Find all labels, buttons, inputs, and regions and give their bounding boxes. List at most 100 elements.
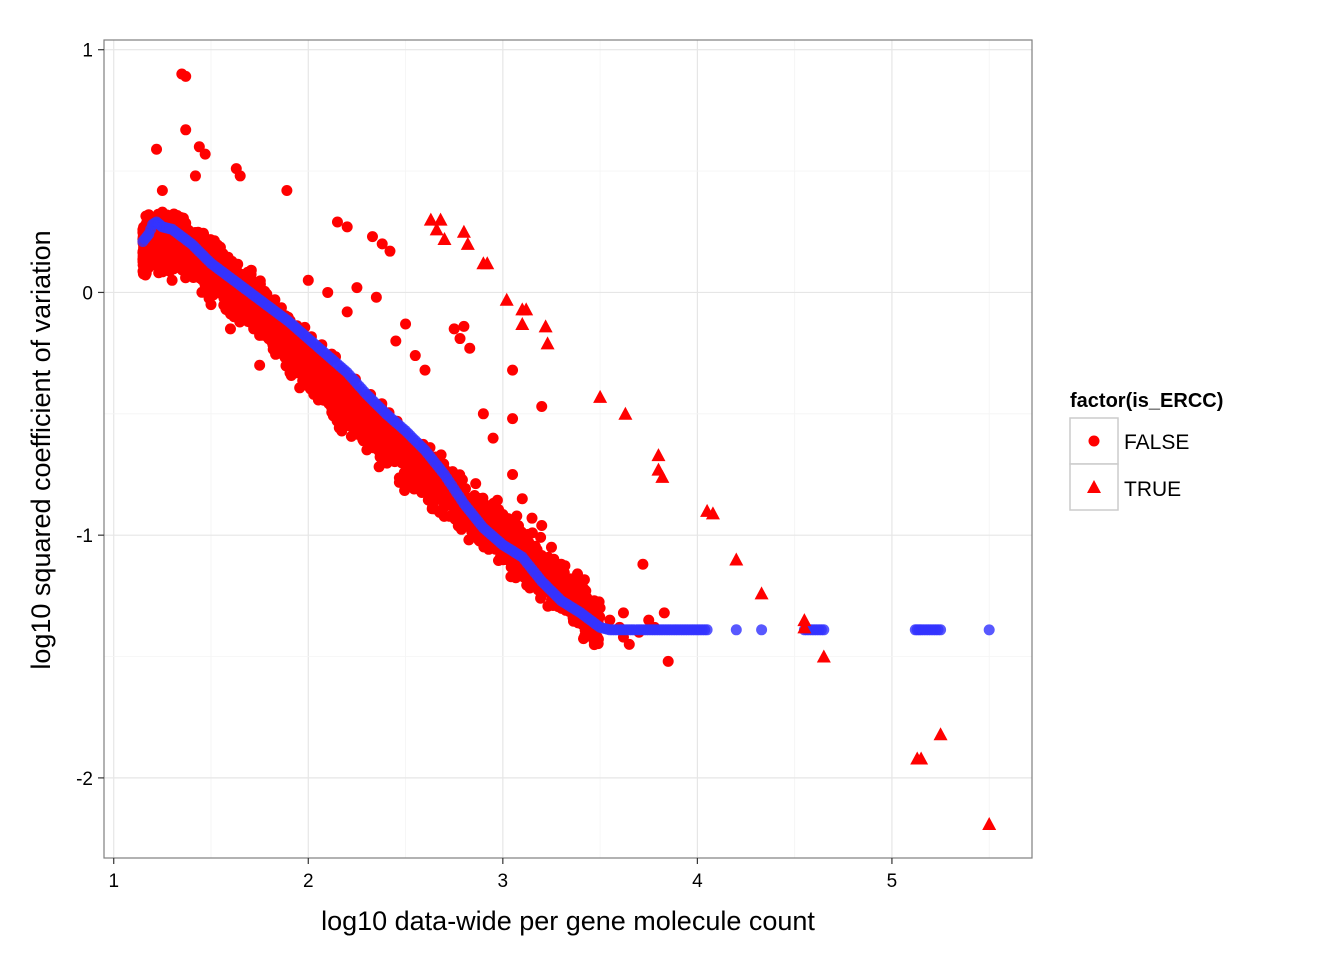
fit-point xyxy=(756,624,768,636)
true-point xyxy=(456,224,471,238)
false-point xyxy=(507,364,519,376)
false-point xyxy=(658,607,670,619)
false-point xyxy=(458,320,470,332)
false-point xyxy=(500,516,512,528)
false-point xyxy=(367,409,379,420)
y-axis: 1 0 -1 -2 xyxy=(76,41,104,790)
false-point xyxy=(189,170,201,182)
true-point xyxy=(460,236,475,250)
false-point xyxy=(151,143,163,155)
false-point xyxy=(317,359,329,371)
false-point xyxy=(163,251,175,263)
false-point xyxy=(536,401,548,413)
false-point xyxy=(181,251,193,262)
false-point xyxy=(147,257,159,269)
false-point xyxy=(510,560,522,571)
false-point xyxy=(143,209,155,221)
y-axis-title: log10 squared coefficient of variation xyxy=(26,230,56,669)
legend-triangle-icon xyxy=(1087,480,1101,493)
x-tick-label: 2 xyxy=(303,871,314,892)
false-point xyxy=(180,70,192,82)
y-tick-label: -2 xyxy=(76,769,93,790)
false-point xyxy=(384,245,396,257)
false-point xyxy=(220,303,232,315)
plot-panel xyxy=(104,40,1032,858)
false-point xyxy=(590,632,602,644)
y-tick-label: 0 xyxy=(82,283,93,304)
false-point xyxy=(511,569,523,581)
false-point xyxy=(377,423,389,435)
false-point xyxy=(393,476,405,488)
true-point xyxy=(729,552,744,566)
y-tick-label: -1 xyxy=(76,526,93,547)
y-tick-label: 1 xyxy=(82,41,93,62)
false-point xyxy=(313,376,325,388)
false-point xyxy=(243,269,255,281)
x-tick-label: 4 xyxy=(692,871,703,892)
false-point xyxy=(205,299,217,311)
false-point xyxy=(400,318,412,330)
false-point xyxy=(297,358,309,369)
false-point xyxy=(488,505,500,517)
false-point xyxy=(476,499,488,511)
true-point xyxy=(540,336,555,350)
legend-circle-icon xyxy=(1088,435,1100,447)
true-point xyxy=(423,212,438,226)
false-point xyxy=(170,239,182,251)
false-point xyxy=(276,333,288,345)
false-point xyxy=(254,275,266,287)
true-point xyxy=(593,389,608,403)
false-point xyxy=(541,560,553,572)
true-point xyxy=(433,212,448,226)
legend: factor(is_ERCC) FALSE TRUE xyxy=(1069,390,1223,511)
false-point xyxy=(511,510,523,522)
false-point xyxy=(376,238,388,250)
true-point xyxy=(538,319,553,333)
false-point xyxy=(251,322,263,334)
false-point xyxy=(234,170,246,182)
false-point xyxy=(370,291,382,303)
false-point xyxy=(580,629,592,641)
false-point xyxy=(156,184,168,196)
false-point xyxy=(470,478,482,490)
legend-label-false: FALSE xyxy=(1124,431,1189,454)
false-point xyxy=(617,607,629,619)
false-point xyxy=(450,504,462,516)
false-point xyxy=(415,469,427,480)
legend-label-true: TRUE xyxy=(1124,478,1181,501)
false-point xyxy=(137,268,149,280)
false-point xyxy=(164,265,176,277)
false-point xyxy=(483,543,495,555)
false-point xyxy=(267,318,279,330)
true-point xyxy=(797,613,812,627)
false-point xyxy=(366,231,378,243)
false-point xyxy=(378,438,390,450)
false-point xyxy=(513,520,524,532)
true-point xyxy=(914,751,929,765)
false-point xyxy=(166,274,178,286)
true-point xyxy=(618,406,633,420)
false-point xyxy=(336,425,348,437)
false-point xyxy=(526,512,538,524)
true-point xyxy=(754,586,769,600)
true-point xyxy=(655,469,670,483)
false-point xyxy=(341,306,353,318)
false-point xyxy=(545,541,557,553)
false-point xyxy=(183,263,195,275)
false-point xyxy=(454,333,466,345)
true-point xyxy=(515,316,530,330)
fit-point xyxy=(730,624,742,636)
false-point xyxy=(535,531,547,543)
false-point xyxy=(439,488,450,500)
false-point xyxy=(397,438,409,450)
false-point xyxy=(551,567,563,579)
false-point xyxy=(399,485,411,496)
true-point xyxy=(933,727,948,741)
false-point xyxy=(322,373,334,385)
fit-point xyxy=(701,624,713,636)
fit-curve-points xyxy=(137,216,995,636)
true-point xyxy=(816,649,831,663)
x-axis: 1 2 3 4 5 xyxy=(108,858,897,892)
false-point xyxy=(199,277,211,289)
false-point xyxy=(281,184,293,196)
